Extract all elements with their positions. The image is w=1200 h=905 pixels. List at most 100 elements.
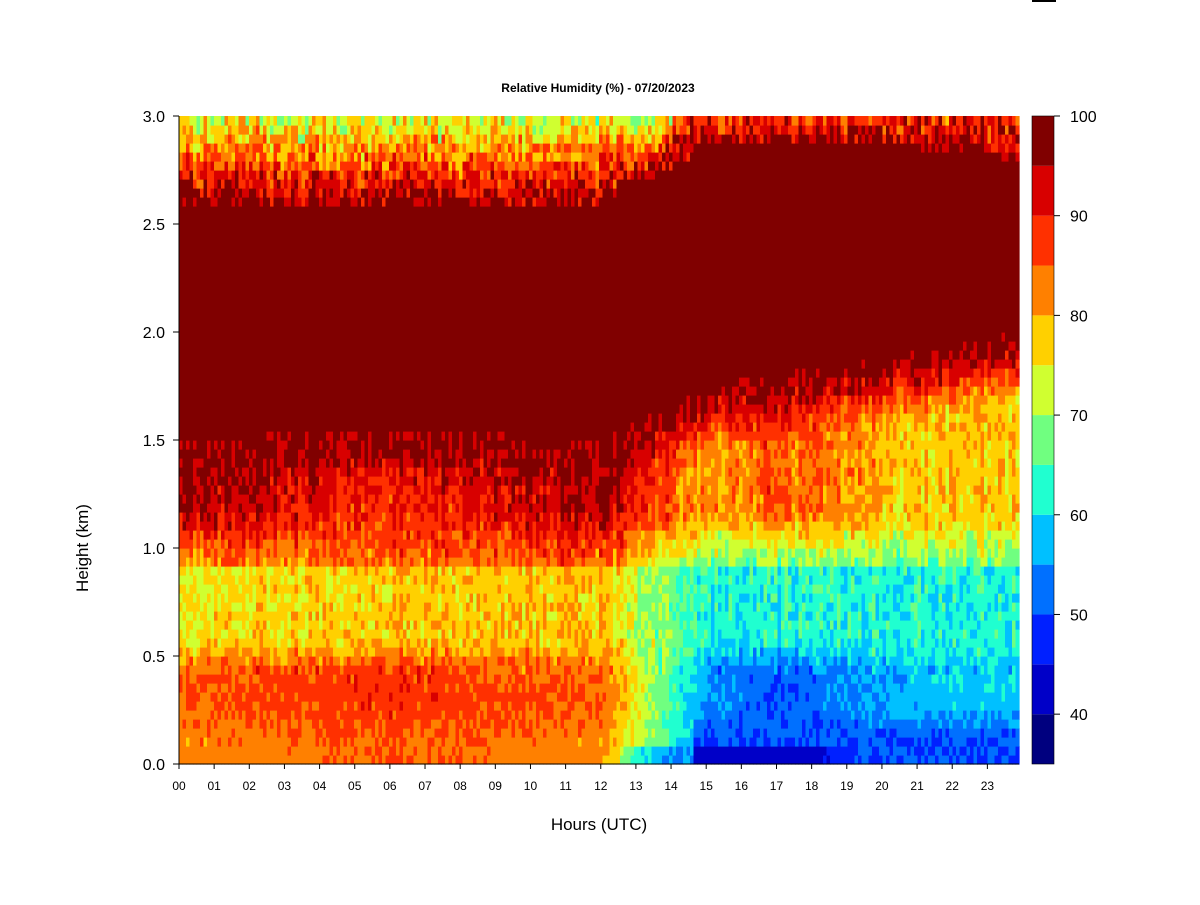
heatmap-cell — [571, 548, 576, 558]
heatmap-cell — [539, 494, 544, 513]
heatmap-cell — [319, 602, 324, 630]
heatmap-cell — [718, 548, 723, 567]
heatmap-cell — [364, 521, 369, 549]
heatmap-cell — [648, 584, 653, 594]
heatmap-cell — [662, 116, 667, 135]
heatmap-cell — [221, 683, 226, 693]
heatmap-cell — [837, 431, 842, 459]
heatmap-cell — [830, 440, 835, 450]
heatmap-cell — [714, 143, 719, 414]
heatmap-cell — [578, 566, 583, 594]
heatmap-cell — [756, 134, 761, 144]
heatmap-cell — [350, 476, 355, 495]
heatmap-cell — [781, 449, 786, 459]
heatmap-cell — [830, 602, 835, 612]
heatmap-cell — [350, 458, 355, 468]
heatmap-cell — [406, 116, 411, 135]
heatmap-cell — [326, 467, 331, 522]
heatmap-cell — [364, 467, 369, 504]
heatmap-cell — [305, 611, 310, 639]
heatmap-cell — [683, 449, 688, 459]
heatmap-cell — [529, 152, 534, 171]
heatmap-cell — [837, 125, 842, 396]
heatmap-cell — [574, 161, 579, 171]
heatmap-cell — [214, 170, 219, 189]
heatmap-cell — [294, 161, 299, 171]
heatmap-cell — [340, 638, 345, 648]
heatmap-cell — [308, 494, 313, 504]
heatmap-cell — [735, 629, 740, 657]
heatmap-cell — [837, 566, 842, 594]
heatmap-cell — [378, 476, 383, 486]
heatmap-cell — [228, 701, 233, 711]
heatmap-cell — [777, 557, 782, 567]
heatmap-cell — [441, 539, 446, 549]
heatmap-cell — [721, 674, 726, 684]
heatmap-cell — [844, 728, 849, 738]
heatmap-cell — [424, 476, 429, 504]
heatmap-cell — [511, 197, 516, 441]
heatmap-cell — [763, 728, 768, 747]
heatmap-column — [644, 116, 649, 765]
heatmap-cell — [557, 458, 562, 477]
heatmap-cell — [494, 674, 499, 702]
heatmap-cell — [655, 152, 660, 171]
heatmap-cell — [651, 458, 656, 477]
heatmap-cell — [627, 638, 632, 657]
heatmap-cell — [655, 665, 660, 675]
heatmap-cell — [340, 593, 345, 612]
heatmap-cell — [235, 161, 240, 171]
heatmap-cell — [462, 485, 467, 540]
heatmap-cell — [368, 692, 373, 711]
heatmap-cell — [679, 404, 684, 423]
heatmap-cell — [518, 602, 523, 630]
heatmap-cell — [469, 206, 474, 468]
heatmap-cell — [732, 440, 737, 486]
heatmap-cell — [441, 188, 446, 432]
heatmap-cell — [735, 413, 740, 423]
heatmap-cell — [235, 566, 240, 585]
heatmap-column — [277, 116, 282, 765]
heatmap-cell — [259, 116, 264, 126]
heatmap-cell — [795, 125, 800, 135]
heatmap-cell — [210, 134, 215, 144]
heatmap-cell — [707, 440, 712, 468]
heatmap-cell — [511, 134, 516, 153]
heatmap-cell — [840, 548, 845, 567]
heatmap-cell — [844, 467, 849, 486]
heatmap-cell — [742, 665, 747, 738]
heatmap-cell — [732, 566, 737, 639]
heatmap-cell — [319, 116, 324, 126]
heatmap-cell — [770, 710, 775, 720]
heatmap-cell — [571, 656, 576, 675]
heatmap-cell — [357, 476, 362, 486]
heatmap-column — [595, 116, 600, 765]
heatmap-cell — [578, 197, 583, 207]
heatmap-cell — [424, 692, 429, 729]
heatmap-cell — [515, 620, 520, 630]
heatmap-cell — [434, 638, 439, 666]
heatmap-cell — [683, 728, 688, 738]
heatmap-cell — [812, 485, 817, 513]
heatmap-cell — [469, 557, 474, 567]
heatmap-cell — [350, 206, 355, 432]
heatmap-cell — [791, 602, 796, 612]
heatmap-cell — [812, 467, 817, 477]
heatmap-cell — [732, 692, 737, 747]
heatmap-cell — [182, 116, 187, 126]
heatmap-cell — [665, 539, 670, 549]
heatmap-cell — [770, 719, 775, 747]
heatmap-cell — [644, 629, 649, 639]
heatmap-cell — [501, 539, 506, 567]
heatmap-cell — [844, 368, 849, 378]
heatmap-cell — [392, 575, 397, 585]
heatmap-cell — [522, 440, 527, 459]
heatmap-cell — [179, 566, 184, 576]
heatmap-cell — [683, 161, 688, 423]
heatmap-cell — [368, 728, 373, 747]
heatmap-cell — [532, 566, 537, 576]
heatmap-cell — [697, 143, 702, 396]
heatmap-cell — [343, 593, 348, 630]
heatmap-cell — [399, 566, 404, 585]
heatmap-cell — [392, 548, 397, 567]
